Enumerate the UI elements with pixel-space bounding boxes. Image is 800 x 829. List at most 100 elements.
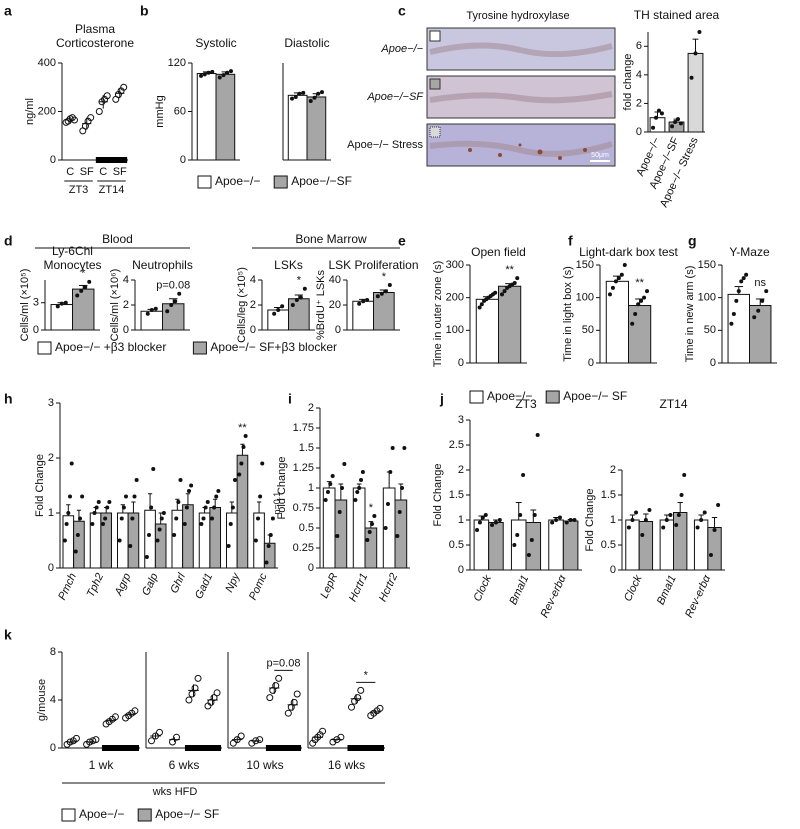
bar (267, 309, 289, 331)
y-tick-label: 1.5 (449, 489, 464, 501)
scale-label: 50μm (591, 152, 609, 159)
data-point (95, 108, 103, 115)
data-point (512, 280, 517, 285)
bar (100, 512, 113, 569)
data-point (90, 522, 95, 526)
stain-dots (468, 143, 587, 160)
data-point (266, 544, 271, 548)
data-point (221, 73, 226, 78)
data-point (101, 522, 106, 526)
data-point (130, 516, 135, 521)
data-point (554, 518, 559, 522)
data-point (149, 308, 154, 312)
data-point (521, 473, 526, 477)
y-axis-label: ng/ml (24, 98, 36, 125)
data-point (151, 467, 156, 471)
y-tick-label: 400 (38, 57, 56, 69)
data-point (477, 520, 482, 525)
x-axis-label: 1 wk (89, 758, 115, 772)
panel-label: j (439, 391, 444, 407)
y-axis-label: Time in light box (s) (562, 266, 574, 362)
data-point (639, 298, 644, 303)
data-point (557, 515, 562, 520)
data-point (165, 309, 170, 314)
data-point (483, 513, 488, 517)
data-point (330, 474, 335, 478)
y-axis-label: Cells/leg (×10⁵) (236, 267, 248, 343)
bar (236, 454, 249, 569)
data-point (161, 511, 166, 515)
data-point (676, 513, 681, 517)
bar (306, 96, 327, 161)
data-point (253, 538, 258, 543)
data-point (734, 298, 739, 303)
y-axis-label: Fold Change (584, 489, 596, 552)
annotation: ** (238, 422, 247, 434)
legend-label: Apoe−/− SF (155, 807, 219, 821)
data-point (335, 534, 340, 538)
histology: Tyrosine hydroxylase Apoe−/− Apoe−/−SF A… (347, 10, 616, 167)
data-point (173, 733, 180, 741)
data-point (157, 527, 162, 532)
data-point (385, 502, 390, 506)
y-tick-label: 1.75 (293, 422, 314, 434)
annotation: ns (754, 277, 766, 289)
x-tick-label: LepR (318, 571, 340, 600)
data-point (184, 505, 189, 510)
data-point (275, 674, 283, 682)
y-tick-label: 2 (610, 464, 616, 476)
y-tick-label: 0 (48, 562, 54, 574)
chart-title: TH stained area (634, 8, 720, 22)
data-point (293, 690, 301, 698)
data-point (203, 505, 208, 510)
data-point (103, 92, 111, 100)
data-point (159, 516, 164, 521)
legend-swatch (61, 808, 76, 822)
data-point (634, 510, 639, 515)
data-point (293, 94, 298, 99)
data-point (535, 433, 540, 437)
annotation: * (382, 271, 387, 283)
panel-label: k (4, 627, 12, 643)
data-point (206, 70, 211, 75)
bar (73, 520, 85, 569)
data-point (216, 489, 221, 493)
y-tick-label: 0 (458, 357, 464, 369)
data-point (375, 294, 380, 299)
y-tick-label: 0.5 (449, 539, 464, 551)
data-point (325, 490, 330, 494)
data-point (297, 91, 302, 96)
y-axis-label: mmHg (154, 95, 166, 127)
data-point (194, 674, 202, 682)
data-point (83, 285, 88, 290)
y-tick-label: 60 (174, 105, 186, 117)
y-tick-label: 1 (610, 514, 616, 526)
data-point (260, 461, 265, 466)
data-point (256, 736, 264, 744)
x-tick-label: Hcrtr1 (347, 571, 371, 603)
data-point (272, 682, 280, 690)
dark-phase-bar (347, 745, 385, 751)
group-label: ZT3 (69, 184, 89, 196)
x-tick-label: Clock (472, 573, 495, 603)
data-point (73, 549, 78, 554)
data-point (616, 276, 621, 281)
legend-swatch (37, 341, 52, 355)
bar (562, 520, 579, 571)
data-point (191, 684, 199, 692)
bar (394, 499, 408, 569)
data-point (105, 505, 110, 510)
data-point (695, 525, 700, 530)
data-point (237, 732, 245, 740)
data-point (228, 522, 233, 526)
data-point (72, 734, 80, 742)
panel-label: d (4, 233, 13, 249)
row-label: Apoe−/−SF (366, 91, 424, 103)
data-point (316, 91, 321, 96)
data-point (268, 533, 273, 537)
data-point (145, 311, 150, 316)
bar (140, 310, 164, 331)
data-point (217, 75, 222, 80)
data-point (96, 500, 101, 504)
